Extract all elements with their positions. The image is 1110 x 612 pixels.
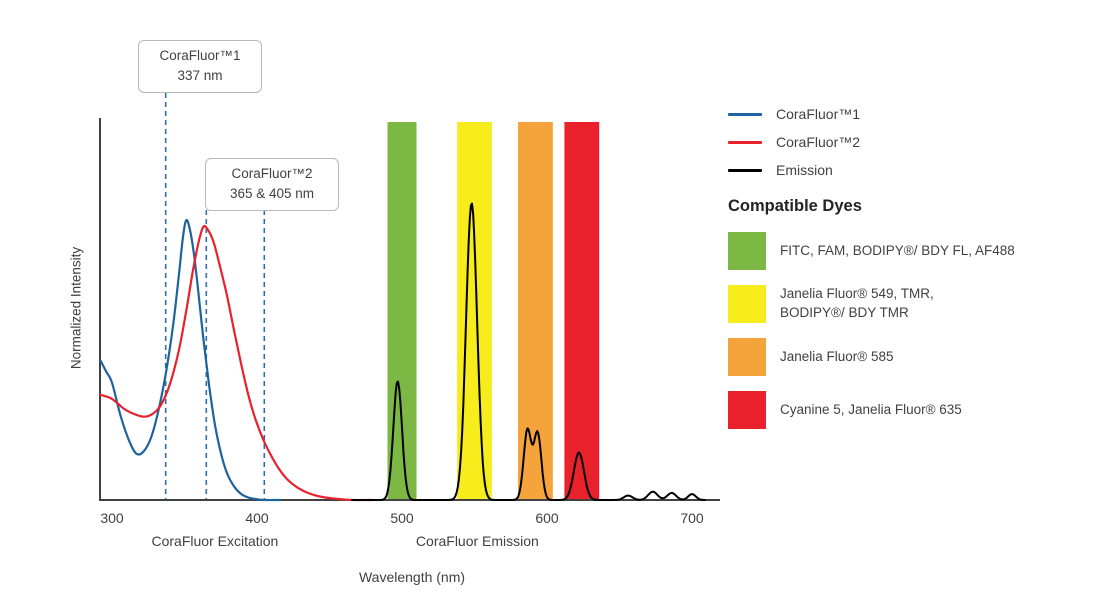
legend-label: Emission [776, 162, 833, 178]
dye-label: Cyanine 5, Janelia Fluor® 635 [780, 401, 962, 417]
compatible-dyes-heading: Compatible Dyes [728, 197, 862, 215]
orange-filter-swatch [728, 338, 766, 376]
emission-curve [351, 202, 706, 501]
dye-label: Janelia Fluor® 549, TMR, BODIPY®/ BDY TM… [780, 286, 934, 320]
annotation-title: CoraFluor™2 [231, 166, 313, 181]
legend: CoraFluor™1 CoraFluor™2 Emission Compati… [728, 105, 1104, 444]
annotation-corafluor1-callout: CoraFluor™1 337 nm [138, 40, 262, 93]
filter-band [564, 122, 600, 500]
dye-row-red: Cyanine 5, Janelia Fluor® 635 [728, 391, 1104, 429]
dye-row-yellow: Janelia Fluor® 549, TMR, BODIPY®/ BDY TM… [728, 285, 1104, 323]
annotation-title: CoraFluor™1 [159, 48, 241, 63]
legend-label: CoraFluor™2 [776, 134, 861, 150]
annotation-value: 365 & 405 nm [229, 186, 315, 202]
corafluor2-line-swatch [728, 140, 762, 144]
dye-label: Janelia Fluor® 585 [780, 348, 894, 364]
corafluor1-line-swatch [728, 112, 762, 116]
legend-item-corafluor2: CoraFluor™2 [728, 133, 1104, 151]
x-tick-label: 400 [245, 510, 269, 526]
x-tick-label: 700 [680, 510, 704, 526]
red-filter-swatch [728, 391, 766, 429]
axis-caption: CoraFluor Excitation [151, 533, 278, 549]
x-tick-label: 500 [390, 510, 414, 526]
filter-band [457, 122, 492, 500]
x-axis-label: Wavelength (nm) [358, 569, 466, 585]
excitation-curve [99, 218, 282, 502]
x-tick-label: 600 [535, 510, 559, 526]
yellow-filter-swatch [728, 285, 766, 323]
annotation-corafluor2-callout: CoraFluor™2 365 & 405 nm [205, 158, 339, 211]
dye-label: FITC, FAM, BODIPY®/ BDY FL, AF488 [780, 242, 1015, 258]
dye-row-green: FITC, FAM, BODIPY®/ BDY FL, AF488 [728, 232, 1104, 270]
annotation-value: 337 nm [177, 68, 223, 84]
axis-caption: CoraFluor Emission [416, 533, 539, 549]
excitation-curve [99, 224, 375, 502]
filter-band [518, 122, 553, 500]
legend-item-emission: Emission [728, 161, 1104, 179]
y-axis-label: Normalized Intensity [68, 246, 84, 370]
green-filter-swatch [728, 232, 766, 270]
x-tick-label: 300 [100, 510, 124, 526]
emission-line-swatch [728, 168, 762, 172]
legend-label: CoraFluor™1 [776, 106, 861, 122]
legend-item-corafluor1: CoraFluor™1 [728, 105, 1104, 123]
dye-row-orange: Janelia Fluor® 585 [728, 338, 1104, 376]
